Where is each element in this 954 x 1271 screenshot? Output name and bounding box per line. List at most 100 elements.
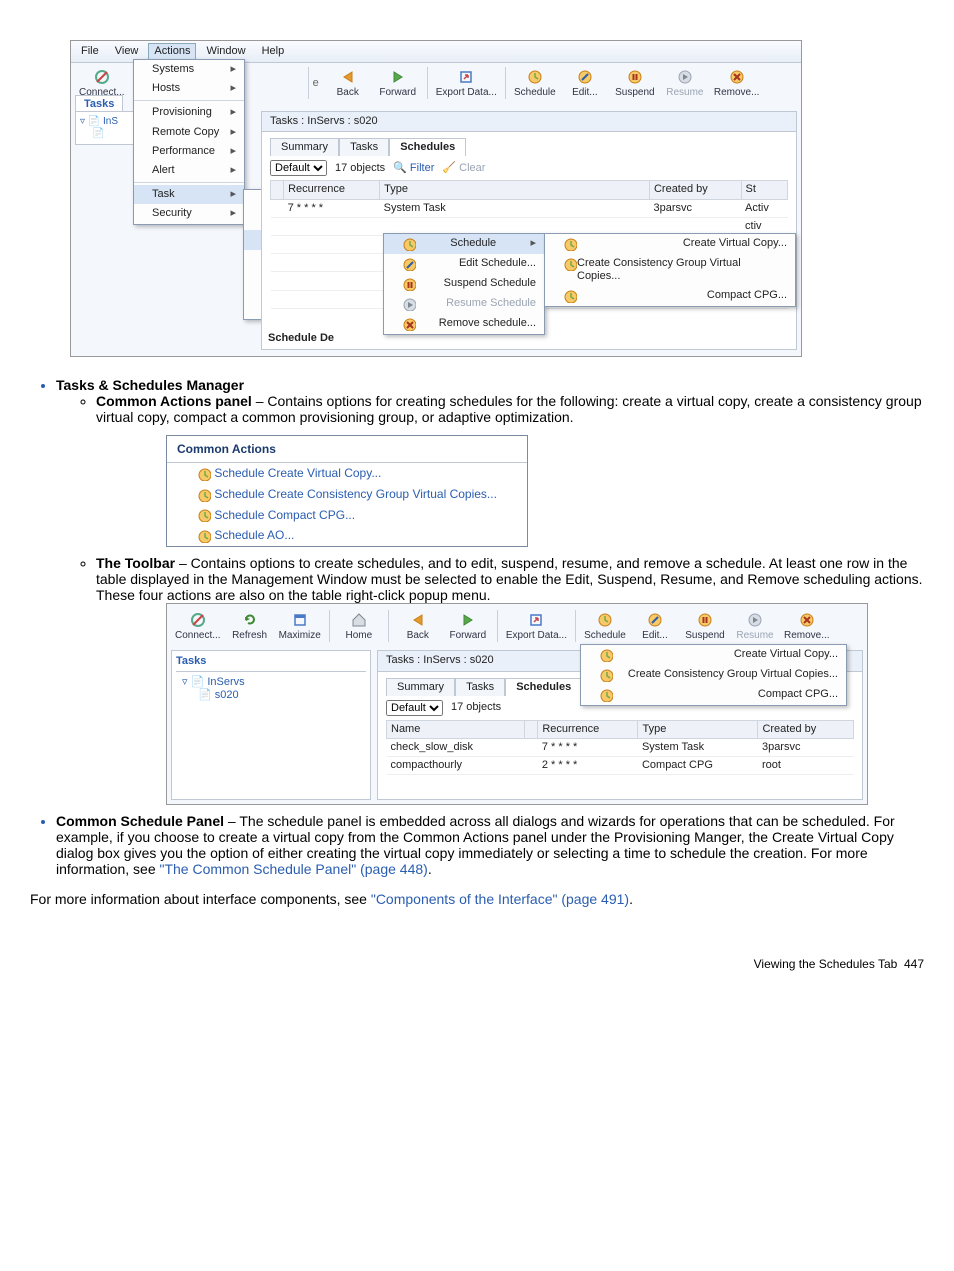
column-header[interactable]: Recurrence xyxy=(284,181,380,199)
schedule-icon xyxy=(197,467,211,481)
toolbar-edit[interactable]: Edit... xyxy=(630,608,680,644)
left-tree: Tasks ▿ 📄 InServs 📄 s020 xyxy=(171,650,371,800)
menu-window[interactable]: Window xyxy=(200,43,251,60)
toolbar-edit[interactable]: Edit... xyxy=(560,65,610,101)
toolbar: Connect... Refresh Maximize Home Back Fo… xyxy=(167,604,867,644)
tab-summary[interactable]: Summary xyxy=(386,678,455,696)
schedule-icon xyxy=(563,289,577,303)
menu-item[interactable]: Remote Copy▸ xyxy=(134,123,244,142)
tree-item[interactable]: InS xyxy=(103,116,118,127)
edit-icon xyxy=(402,257,416,271)
common-actions-screenshot: Common Actions Schedule Create Virtual C… xyxy=(166,435,528,547)
menu-item[interactable]: Schedule▸ xyxy=(384,234,544,254)
filter-select[interactable]: Default xyxy=(386,700,443,716)
menu-item[interactable]: Remove schedule... xyxy=(384,314,544,334)
toolbar-resume[interactable]: Resume xyxy=(730,608,780,644)
column-header[interactable]: Created by xyxy=(649,181,741,199)
tab-summary[interactable]: Summary xyxy=(270,138,339,156)
tab-schedules[interactable]: Schedules xyxy=(505,678,582,696)
toolbar-suspend[interactable]: Suspend xyxy=(680,608,730,644)
toolbar-maximize[interactable]: Maximize xyxy=(275,608,325,644)
menu-file[interactable]: File xyxy=(75,43,105,60)
toolbar-home[interactable]: Home xyxy=(334,608,384,644)
objects-count: 17 objects xyxy=(335,162,385,175)
menu-item[interactable]: Create Consistency Group Virtual Copies.… xyxy=(581,665,846,685)
table-row[interactable]: 7 * * * *System Task3parsvcActiv xyxy=(271,199,788,217)
menu-item[interactable]: Create Virtual Copy... xyxy=(581,645,846,665)
bullet-common-schedule-panel: Common Schedule Panel – The schedule pan… xyxy=(56,813,924,877)
menu-item[interactable]: Security▸ xyxy=(134,204,244,223)
table-row[interactable]: compacthourly2 * * * *Compact CPGroot xyxy=(387,757,854,775)
toolbar-schedule-label: Schedule xyxy=(514,87,556,99)
column-header[interactable]: Name xyxy=(387,720,525,738)
objects-count: 17 objects xyxy=(451,701,501,714)
toolbar-remove[interactable]: Remove... xyxy=(780,608,834,644)
toolbar-resume[interactable]: Resume xyxy=(660,65,710,101)
column-header[interactable]: Type xyxy=(380,181,650,199)
column-header[interactable]: Created by xyxy=(758,720,854,738)
menu-item[interactable]: Hosts▸ xyxy=(134,79,244,98)
toolbar-edit-label: Edit... xyxy=(572,87,598,99)
column-header[interactable]: Type xyxy=(638,720,758,738)
clear-link[interactable]: 🧹 Clear xyxy=(442,162,485,175)
menu-item[interactable]: Suspend Schedule xyxy=(384,274,544,294)
toolbar-forward[interactable]: Forward xyxy=(443,608,493,644)
toolbar-back[interactable]: Back xyxy=(393,608,443,644)
tab-tasks[interactable]: Tasks xyxy=(339,138,389,156)
menu-item[interactable]: Resume Schedule xyxy=(384,294,544,314)
common-action-link[interactable]: Schedule Create Virtual Copy... xyxy=(167,463,527,484)
schedule-icon xyxy=(402,237,416,251)
column-header[interactable] xyxy=(524,720,538,738)
common-action-link[interactable]: Schedule Create Consistency Group Virtua… xyxy=(167,484,527,505)
toolbar-forward-label: Forward xyxy=(379,87,416,99)
menu-item[interactable]: Create Virtual Copy... xyxy=(545,234,795,254)
link-components[interactable]: "Components of the Interface" (page 491) xyxy=(371,891,629,907)
content-tabs: Summary Tasks Schedules xyxy=(270,138,788,156)
schedule-icon xyxy=(563,257,577,271)
common-action-link[interactable]: Schedule Compact CPG... xyxy=(167,505,527,526)
toolbar-refresh[interactable]: Refresh xyxy=(225,608,275,644)
menu-item[interactable]: Performance▸ xyxy=(134,142,244,161)
menu-item[interactable]: Provisioning▸ xyxy=(134,103,244,122)
toolbar-forward[interactable]: Forward xyxy=(373,65,423,101)
toolbar-remove[interactable]: Remove... xyxy=(710,65,764,101)
resume-icon xyxy=(402,297,416,311)
filter-link[interactable]: 🔍 Filter xyxy=(393,162,434,175)
column-header[interactable]: Recurrence xyxy=(538,720,638,738)
link-schedule-panel[interactable]: "The Common Schedule Panel" (page 448) xyxy=(160,861,428,877)
column-header[interactable] xyxy=(271,181,284,199)
suspend-icon xyxy=(627,69,643,85)
filter-select[interactable]: Default xyxy=(270,160,327,176)
toolbar-connect[interactable]: Connect... xyxy=(171,608,225,644)
tree-item[interactable]: InServs xyxy=(207,676,244,688)
bold-label: The Toolbar xyxy=(96,555,175,571)
toolbar-suspend[interactable]: Suspend xyxy=(610,65,660,101)
menu-view[interactable]: View xyxy=(109,43,145,60)
column-header[interactable]: St xyxy=(741,181,787,199)
toolbar-schedule[interactable]: Schedule xyxy=(580,608,630,644)
tab-tasks[interactable]: Tasks xyxy=(455,678,505,696)
tree-item[interactable]: s020 xyxy=(215,689,239,701)
toolbar-back[interactable]: Back xyxy=(323,65,373,101)
common-action-link[interactable]: Schedule AO... xyxy=(167,525,527,546)
table-row[interactable]: check_slow_disk7 * * * *System Task3pars… xyxy=(387,738,854,756)
menu-item[interactable]: Systems▸ xyxy=(134,60,244,79)
home-icon xyxy=(351,612,367,628)
toolbar-export[interactable]: Export Data... xyxy=(502,608,571,644)
edit-icon xyxy=(577,69,593,85)
toolbar-export[interactable]: Export Data... xyxy=(432,65,501,101)
menu-item[interactable]: Alert▸ xyxy=(134,161,244,180)
tasks-label: Tasks xyxy=(176,655,366,671)
menu-help[interactable]: Help xyxy=(256,43,291,60)
menu-item[interactable]: Compact CPG... xyxy=(581,685,846,705)
menu-item[interactable]: Create Consistency Group Virtual Copies.… xyxy=(545,254,795,286)
body-text: For more information about interface com… xyxy=(30,891,371,907)
menu-item[interactable]: Task▸ xyxy=(134,185,244,204)
menu-actions[interactable]: Actions xyxy=(148,43,196,60)
menu-item[interactable]: Compact CPG... xyxy=(545,286,795,306)
menu-item[interactable]: Edit Schedule... xyxy=(384,254,544,274)
toolbar-schedule[interactable]: Schedule xyxy=(510,65,560,101)
schedule-icon xyxy=(599,648,613,662)
schedule-icon xyxy=(527,69,543,85)
tab-schedules[interactable]: Schedules xyxy=(389,138,466,156)
